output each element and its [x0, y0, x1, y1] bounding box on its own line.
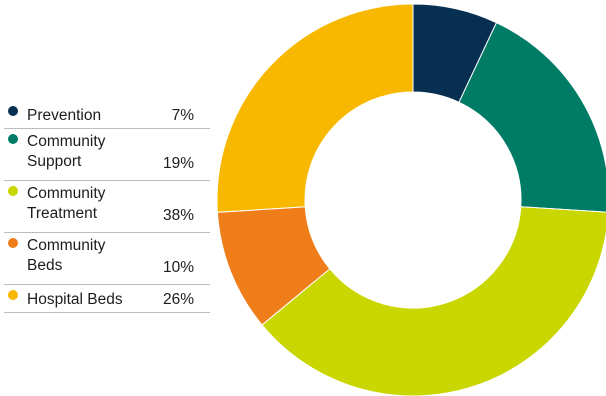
legend-item-prevention: Prevention 7% [4, 101, 210, 129]
legend-value-prevention: 7% [171, 107, 194, 124]
legend-item-community-support: Community Support 19% [4, 129, 210, 181]
legend-value-community-support: 19% [162, 155, 194, 172]
legend-value-hospital-beds: 26% [162, 291, 194, 308]
legend-item-hospital-beds: Hospital Beds 26% [4, 285, 210, 313]
chart-legend: Prevention 7% Community Support 19% Comm… [4, 101, 210, 313]
legend-value-community-treatment: 38% [162, 207, 194, 224]
legend-swatch-community-beds [8, 238, 18, 248]
legend-label-prevention: Prevention [27, 107, 102, 124]
donut-slice-community-treatment [261, 206, 606, 396]
legend-value-community-beds: 10% [162, 259, 194, 276]
legend-label-community-treatment: Community Treatment [27, 185, 106, 222]
legend-item-community-beds: Community Beds 10% [4, 233, 210, 285]
legend-label-community-beds: Community Beds [27, 237, 106, 274]
legend-swatch-hospital-beds [8, 290, 18, 300]
donut-slice-community-support [458, 21, 606, 213]
donut-slice-hospital-beds [216, 3, 414, 213]
legend-item-community-treatment: Community Treatment 38% [4, 181, 210, 233]
legend-label-hospital-beds: Hospital Beds [27, 291, 123, 308]
legend-label-community-support: Community Support [27, 133, 106, 170]
legend-swatch-community-treatment [8, 186, 18, 196]
legend-swatch-prevention [8, 106, 18, 116]
legend-swatch-community-support [8, 134, 18, 144]
